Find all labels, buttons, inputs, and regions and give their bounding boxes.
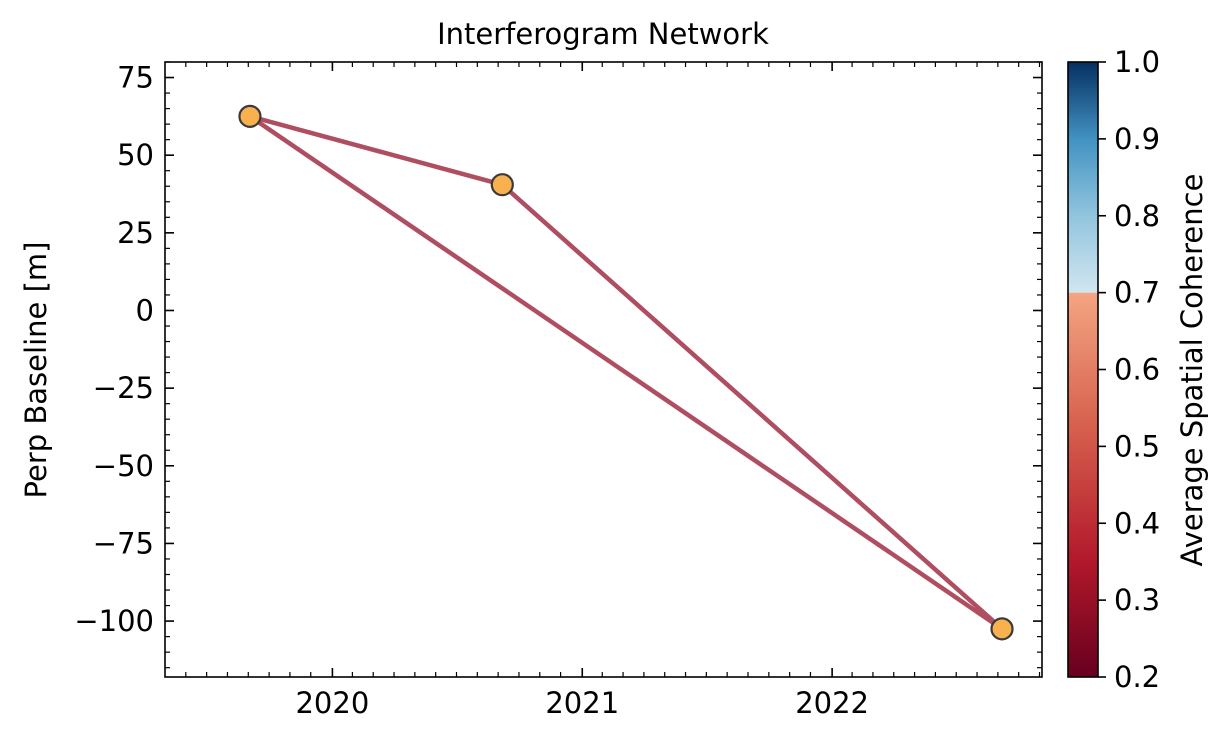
colorbar-label: Average Spatial Coherence xyxy=(1175,174,1209,567)
plot-frame xyxy=(164,61,1043,678)
y-axis-label: Perp Baseline [m] xyxy=(19,242,53,499)
chart-title: Interferogram Network xyxy=(437,17,769,51)
x-tick-label: 2022 xyxy=(795,686,869,720)
y-tick-label: 0 xyxy=(136,293,154,327)
y-tick-label: 50 xyxy=(117,138,154,172)
x-tick-label: 2020 xyxy=(295,686,369,720)
acquisition-point xyxy=(238,104,262,128)
acquisition-point xyxy=(990,617,1014,641)
colorbar-high-band xyxy=(1068,62,1098,293)
interferogram-edge xyxy=(247,114,505,187)
colorbar-tick-label: 0.8 xyxy=(1114,199,1160,233)
y-tick-label: 25 xyxy=(117,216,154,250)
colorbar-tick-label: 0.2 xyxy=(1114,660,1160,694)
colorbar-tick-label: 0.5 xyxy=(1114,429,1160,463)
colorbar-tick-label: 1.0 xyxy=(1114,45,1160,79)
colorbar-tick-label: 0.9 xyxy=(1114,122,1160,156)
x-tick-label: 2021 xyxy=(545,686,619,720)
y-tick-label: 75 xyxy=(117,61,154,95)
y-tick-label: −25 xyxy=(93,371,154,405)
acquisition-point xyxy=(490,173,514,197)
colorbar-tick-label: 0.6 xyxy=(1114,353,1160,387)
y-tick-label: −100 xyxy=(74,604,154,638)
colorbar: 0.2 0.3 0.4 0.5 0.6 0.7 0.8 0.9 1.0 Average Spat… xyxy=(1067,45,1209,694)
colorbar-ticks: 0.2 0.3 0.4 0.5 0.6 0.7 0.8 0.9 1.0 xyxy=(1098,45,1160,694)
interferogram-edge xyxy=(247,114,1005,632)
plot-area xyxy=(238,104,1014,641)
colorbar-tick-label: 0.4 xyxy=(1114,506,1160,540)
colorbar-tick-label: 0.7 xyxy=(1114,276,1160,310)
y-tick-label: −50 xyxy=(93,449,154,483)
colorbar-low-band xyxy=(1068,292,1098,677)
interferogram-edge xyxy=(500,182,1005,632)
colorbar-tick-label: 0.3 xyxy=(1114,583,1160,617)
y-tick-label: −75 xyxy=(93,526,154,560)
